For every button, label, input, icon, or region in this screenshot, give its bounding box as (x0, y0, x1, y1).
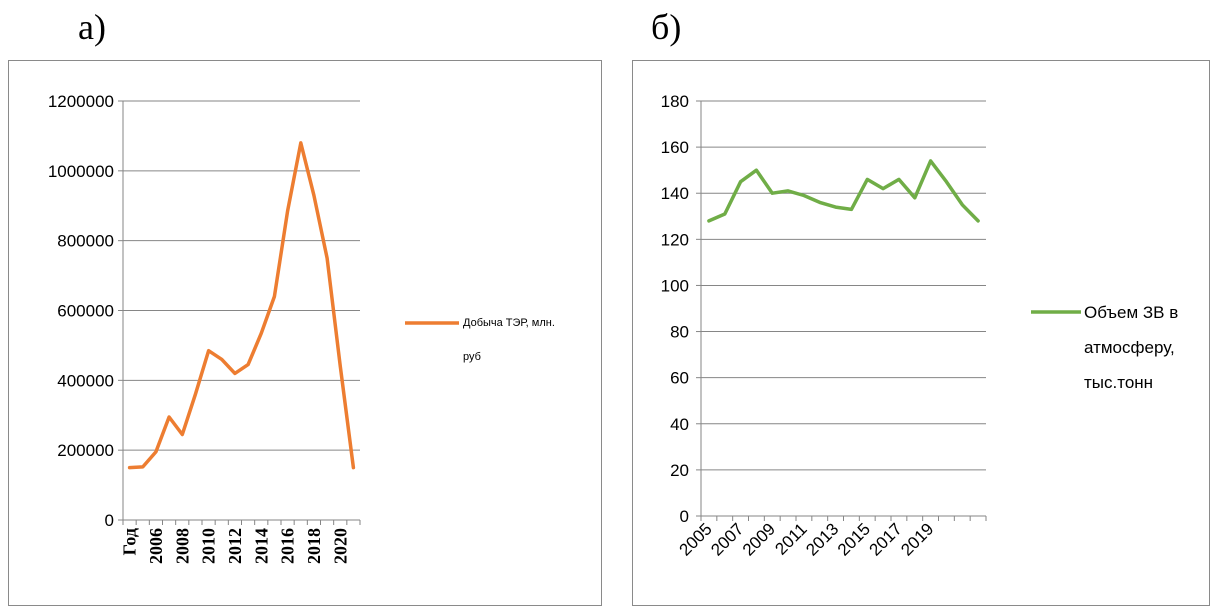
x-tick-label: Год (120, 528, 140, 555)
x-tick-label: 2015 (834, 519, 874, 559)
legend-label: атмосферу, (1084, 338, 1175, 357)
x-tick-label: 2012 (225, 528, 245, 564)
y-tick-label: 1200000 (48, 92, 114, 111)
y-tick-label: 600000 (57, 302, 114, 321)
y-tick-label: 800000 (57, 232, 114, 251)
x-tick-label: 2016 (278, 528, 298, 564)
chart-b-svg: 0204060801001201401601802005200720092011… (661, 92, 1179, 560)
series-line (127, 141, 356, 470)
panel-b-label: б) (651, 7, 682, 47)
y-tick-label: 180 (661, 92, 689, 111)
y-tick-label: 120 (661, 230, 689, 249)
x-tick-label: 2013 (802, 519, 842, 559)
y-tick-label: 80 (670, 323, 689, 342)
x-tick-label: 2018 (304, 528, 324, 564)
x-tick-label: 2019 (897, 519, 937, 559)
x-tick-label: 2006 (146, 528, 166, 564)
y-tick-label: 160 (661, 138, 689, 157)
y-tick-label: 0 (105, 511, 114, 530)
x-tick-label: 2008 (172, 528, 192, 564)
legend-label: тыс.тонн (1084, 373, 1153, 392)
y-tick-label: 400000 (57, 371, 114, 390)
series-line (707, 159, 980, 223)
y-tick-label: 1000000 (48, 162, 114, 181)
y-tick-label: 140 (661, 184, 689, 203)
chart-a-frame: 0 200000 400000 600000 800000 1000000 1200000 Г… (8, 60, 602, 606)
x-tick-label: 2020 (330, 528, 350, 564)
x-tick-label: 2017 (866, 519, 906, 559)
y-tick-label: 20 (670, 461, 689, 480)
x-tick-label: 2011 (771, 519, 810, 558)
x-tick-label: 2007 (707, 519, 747, 559)
chart-a-svg: 0 200000 400000 600000 800000 1000000 1200000 Г… (48, 92, 555, 564)
x-tick-label: 2010 (199, 528, 219, 564)
legend-label: Добыча ТЭР, млн. (463, 317, 555, 329)
legend-label: Объем ЗВ в (1084, 303, 1178, 322)
chart-b-frame: 0 20 40 60 80 100 120 140 160 180 2005 2007 2009 2011… (632, 60, 1210, 606)
legend-label: руб (463, 351, 481, 363)
panel-a-label: а) (78, 7, 106, 47)
y-tick-label: 60 (670, 369, 689, 388)
y-tick-label: 0 (680, 507, 689, 526)
x-tick-label: 2014 (251, 528, 271, 564)
x-tick-label: 2009 (739, 519, 779, 559)
y-tick-label: 200000 (57, 441, 114, 460)
y-tick-label: 100 (661, 276, 689, 295)
y-tick-label: 40 (670, 415, 689, 434)
